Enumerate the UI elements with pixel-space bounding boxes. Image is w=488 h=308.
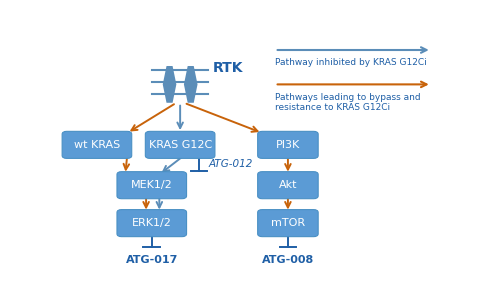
Text: RTK: RTK xyxy=(212,61,243,75)
FancyBboxPatch shape xyxy=(62,131,132,158)
FancyBboxPatch shape xyxy=(258,172,318,199)
Text: ATG-017: ATG-017 xyxy=(125,255,178,265)
Text: ATG-012: ATG-012 xyxy=(208,159,253,169)
Polygon shape xyxy=(163,66,176,103)
Text: Pathway inhibited by KRAS G12Ci: Pathway inhibited by KRAS G12Ci xyxy=(275,58,427,67)
Text: KRAS G12C: KRAS G12C xyxy=(148,140,212,150)
Text: Pathways leading to bypass and
resistance to KRAS G12Ci: Pathways leading to bypass and resistanc… xyxy=(275,93,420,112)
Text: mTOR: mTOR xyxy=(271,218,305,228)
Text: wt KRAS: wt KRAS xyxy=(74,140,120,150)
FancyBboxPatch shape xyxy=(117,172,186,199)
Text: ERK1/2: ERK1/2 xyxy=(132,218,172,228)
FancyBboxPatch shape xyxy=(258,131,318,158)
Text: ATG-008: ATG-008 xyxy=(262,255,314,265)
FancyBboxPatch shape xyxy=(145,131,215,158)
Text: PI3K: PI3K xyxy=(276,140,300,150)
FancyBboxPatch shape xyxy=(258,210,318,237)
Polygon shape xyxy=(184,66,198,103)
Text: Akt: Akt xyxy=(279,180,297,190)
FancyBboxPatch shape xyxy=(117,210,186,237)
Text: MEK1/2: MEK1/2 xyxy=(131,180,173,190)
